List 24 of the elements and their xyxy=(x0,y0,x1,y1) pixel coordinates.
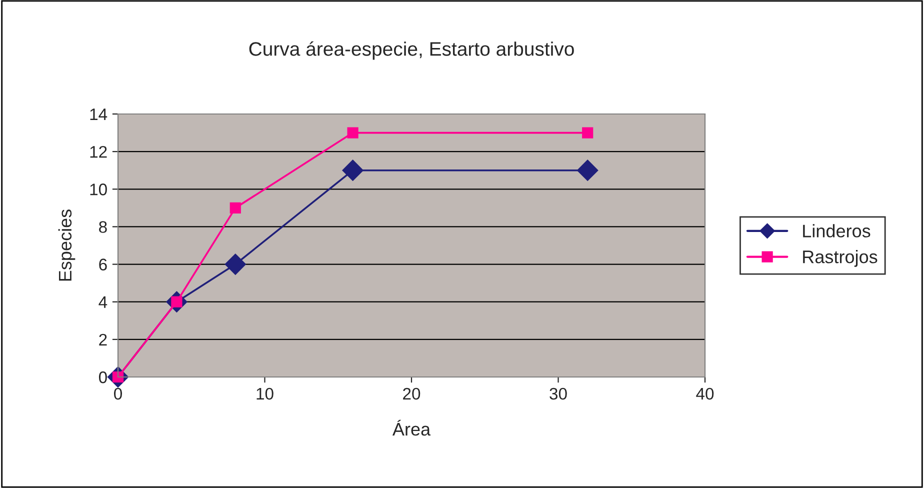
point xyxy=(582,127,594,138)
x-tick-label: 20 xyxy=(403,388,420,400)
x-axis-title: Área xyxy=(392,420,431,436)
y-tick-label: 8 xyxy=(99,221,107,233)
x-tick-label: 0 xyxy=(114,388,122,400)
point xyxy=(342,160,364,181)
y-axis-title: Especies xyxy=(58,210,76,281)
y-tick-label: 2 xyxy=(99,334,107,346)
point xyxy=(577,160,598,181)
x-tick-label: 10 xyxy=(256,388,274,400)
y-tick-label: 14 xyxy=(90,108,108,120)
y-tick-label: 4 xyxy=(98,296,108,308)
point xyxy=(230,202,241,214)
legend-label: Linderos xyxy=(803,224,870,238)
legend-label: Rastrojos xyxy=(803,250,878,267)
y-tick-label: 12 xyxy=(90,146,107,158)
x-tick-label: 30 xyxy=(550,388,567,400)
y-tick-label: 10 xyxy=(90,184,107,196)
point xyxy=(224,254,246,275)
y-tick-label: 0 xyxy=(98,371,107,384)
point xyxy=(347,127,358,138)
x-tick-label: 40 xyxy=(696,388,714,400)
y-tick-label: 6 xyxy=(99,258,107,270)
chart-title: Curva área-especie, Estarto arbustivo xyxy=(249,41,574,60)
